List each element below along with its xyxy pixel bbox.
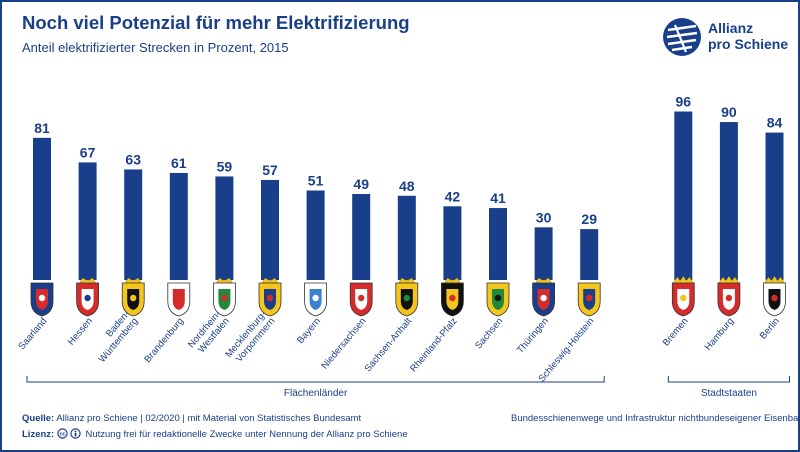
- coat-of-arms-sachsen-anhalt-icon: [395, 277, 419, 317]
- source-label: Quelle:: [22, 413, 55, 424]
- svg-text:cc: cc: [59, 432, 65, 438]
- value-label-thueringen: 30: [536, 209, 552, 225]
- value-label-rheinland-pfalz: 42: [445, 188, 461, 204]
- category-label-sachsen: Sachsen: [473, 316, 505, 351]
- coat-of-arms-thueringen-icon: [532, 277, 555, 317]
- category-label-sachsen-anhalt: Sachsen-Anhalt: [363, 316, 415, 375]
- bar-hessen: [78, 162, 97, 280]
- allianz-pro-schiene-logo-icon: [663, 18, 701, 56]
- value-label-bremen: 96: [676, 94, 692, 110]
- logo-line-1: Allianz: [708, 20, 754, 36]
- chart-subtitle: Anteil elektrifizierter Strecken in Proz…: [22, 40, 289, 55]
- bar-brandenburg: [169, 172, 188, 280]
- category-label-brandenburg: Brandenburg: [142, 316, 186, 365]
- coat-of-arms-rheinland-pfalz-icon: [441, 277, 464, 317]
- source-line: Quelle: Allianz pro Schiene | 02/2020 | …: [22, 413, 361, 424]
- coat-of-arms-nordrhein-westfalen-icon: [213, 277, 236, 317]
- coat-of-arms-berlin-icon: [763, 275, 786, 317]
- category-label-bayern: Bayern: [295, 316, 323, 346]
- group-label-flaechenlaender: Flächenländer: [284, 388, 348, 399]
- bar-berlin: [765, 132, 784, 280]
- bar-sachsen: [489, 208, 507, 280]
- bar-baden-wuerttemberg: [124, 169, 143, 280]
- value-label-brandenburg: 61: [171, 155, 187, 171]
- bar-sachsen-anhalt: [397, 195, 416, 280]
- license-text: Nutzung frei für redaktionelle Zwecke un…: [85, 429, 408, 440]
- bar-schleswig-holstein: [580, 229, 599, 280]
- value-label-hessen: 67: [80, 144, 96, 160]
- category-label-rheinland-pfalz: Rheinland-Pfalz: [408, 316, 460, 375]
- logo: Allianz pro Schiene: [662, 16, 798, 60]
- category-label-hamburg: Hamburg: [703, 316, 737, 353]
- creative-commons-icon: cc: [57, 428, 81, 439]
- coat-of-arms-bremen-icon: [671, 275, 695, 317]
- logo-line-2: pro Schiene: [708, 36, 789, 52]
- bar-thueringen: [534, 227, 553, 280]
- bar-saarland: [33, 137, 51, 280]
- coat-of-arms-mecklenburg-vorpommern-icon: [258, 277, 282, 317]
- category-label-hessen: Hessen: [66, 316, 95, 348]
- coat-of-arms-hessen-icon: [76, 277, 99, 317]
- bar-hamburg: [719, 122, 738, 280]
- category-label-berlin: Berlin: [758, 316, 782, 342]
- coat-of-arms-schleswig-holstein-icon: [577, 282, 601, 317]
- value-label-mecklenburg-vorpommern: 57: [262, 162, 278, 178]
- value-label-nordrhein-westfalen: 59: [217, 158, 233, 174]
- chart-title: Noch viel Potenzial für mehr Elektrifizi…: [22, 12, 410, 33]
- category-label-mecklenburg-vorpommern: Mecklenburg-Vorpommern: [223, 309, 277, 367]
- coat-of-arms-sachsen-icon: [486, 282, 510, 317]
- coat-of-arms-saarland-icon: [30, 282, 54, 317]
- value-label-bayern: 51: [308, 172, 324, 188]
- footnote: Bundesschienenwege und Infrastruktur nic…: [511, 413, 800, 424]
- value-label-niedersachsen: 49: [353, 176, 369, 192]
- category-label-niedersachsen: Niedersachsen: [319, 316, 368, 372]
- group-bracket-stadtstaaten: [667, 376, 790, 383]
- bar-nordrhein-westfalen: [215, 176, 234, 280]
- bar-rheinland-pfalz: [443, 206, 462, 280]
- value-label-berlin: 84: [767, 115, 783, 131]
- value-label-saarland: 81: [34, 120, 50, 136]
- value-label-schleswig-holstein: 29: [581, 211, 597, 227]
- category-label-baden-wuerttemberg: Baden-Württemberg: [88, 309, 140, 365]
- coat-of-arms-brandenburg-icon: [167, 282, 191, 317]
- category-label-thueringen: Thüringen: [515, 316, 551, 356]
- coat-of-arms-baden-wuerttemberg-icon: [121, 277, 145, 317]
- category-label-bremen: Bremen: [661, 316, 691, 349]
- coat-of-arms-niedersachsen-icon: [349, 282, 373, 317]
- value-label-baden-wuerttemberg: 63: [125, 151, 141, 167]
- value-label-sachsen-anhalt: 48: [399, 178, 415, 194]
- value-label-sachsen: 41: [490, 190, 506, 206]
- license-label: Lizenz:: [22, 429, 55, 440]
- bar-chart: 81 Saarland 67 Hessen 63 Baden-Württemberg 61 B…: [16, 94, 790, 399]
- group-bracket-flaechenlaender: [26, 376, 605, 383]
- coat-of-arms-hamburg-icon: [717, 275, 741, 317]
- bar-mecklenburg-vorpommern: [261, 179, 279, 280]
- bar-niedersachsen: [352, 194, 371, 280]
- license-line: Lizenz: cc Nutzung frei für redaktionell…: [22, 428, 408, 440]
- bar-bayern: [306, 190, 325, 280]
- category-label-saarland: Saarland: [16, 316, 49, 352]
- group-label-stadtstaaten: Stadtstaaten: [701, 388, 757, 399]
- bar-bremen: [674, 111, 693, 281]
- value-label-hamburg: 90: [721, 104, 737, 120]
- source-text: Allianz pro Schiene | 02/2020 | mit Mate…: [56, 413, 362, 424]
- coat-of-arms-bayern-icon: [304, 282, 327, 317]
